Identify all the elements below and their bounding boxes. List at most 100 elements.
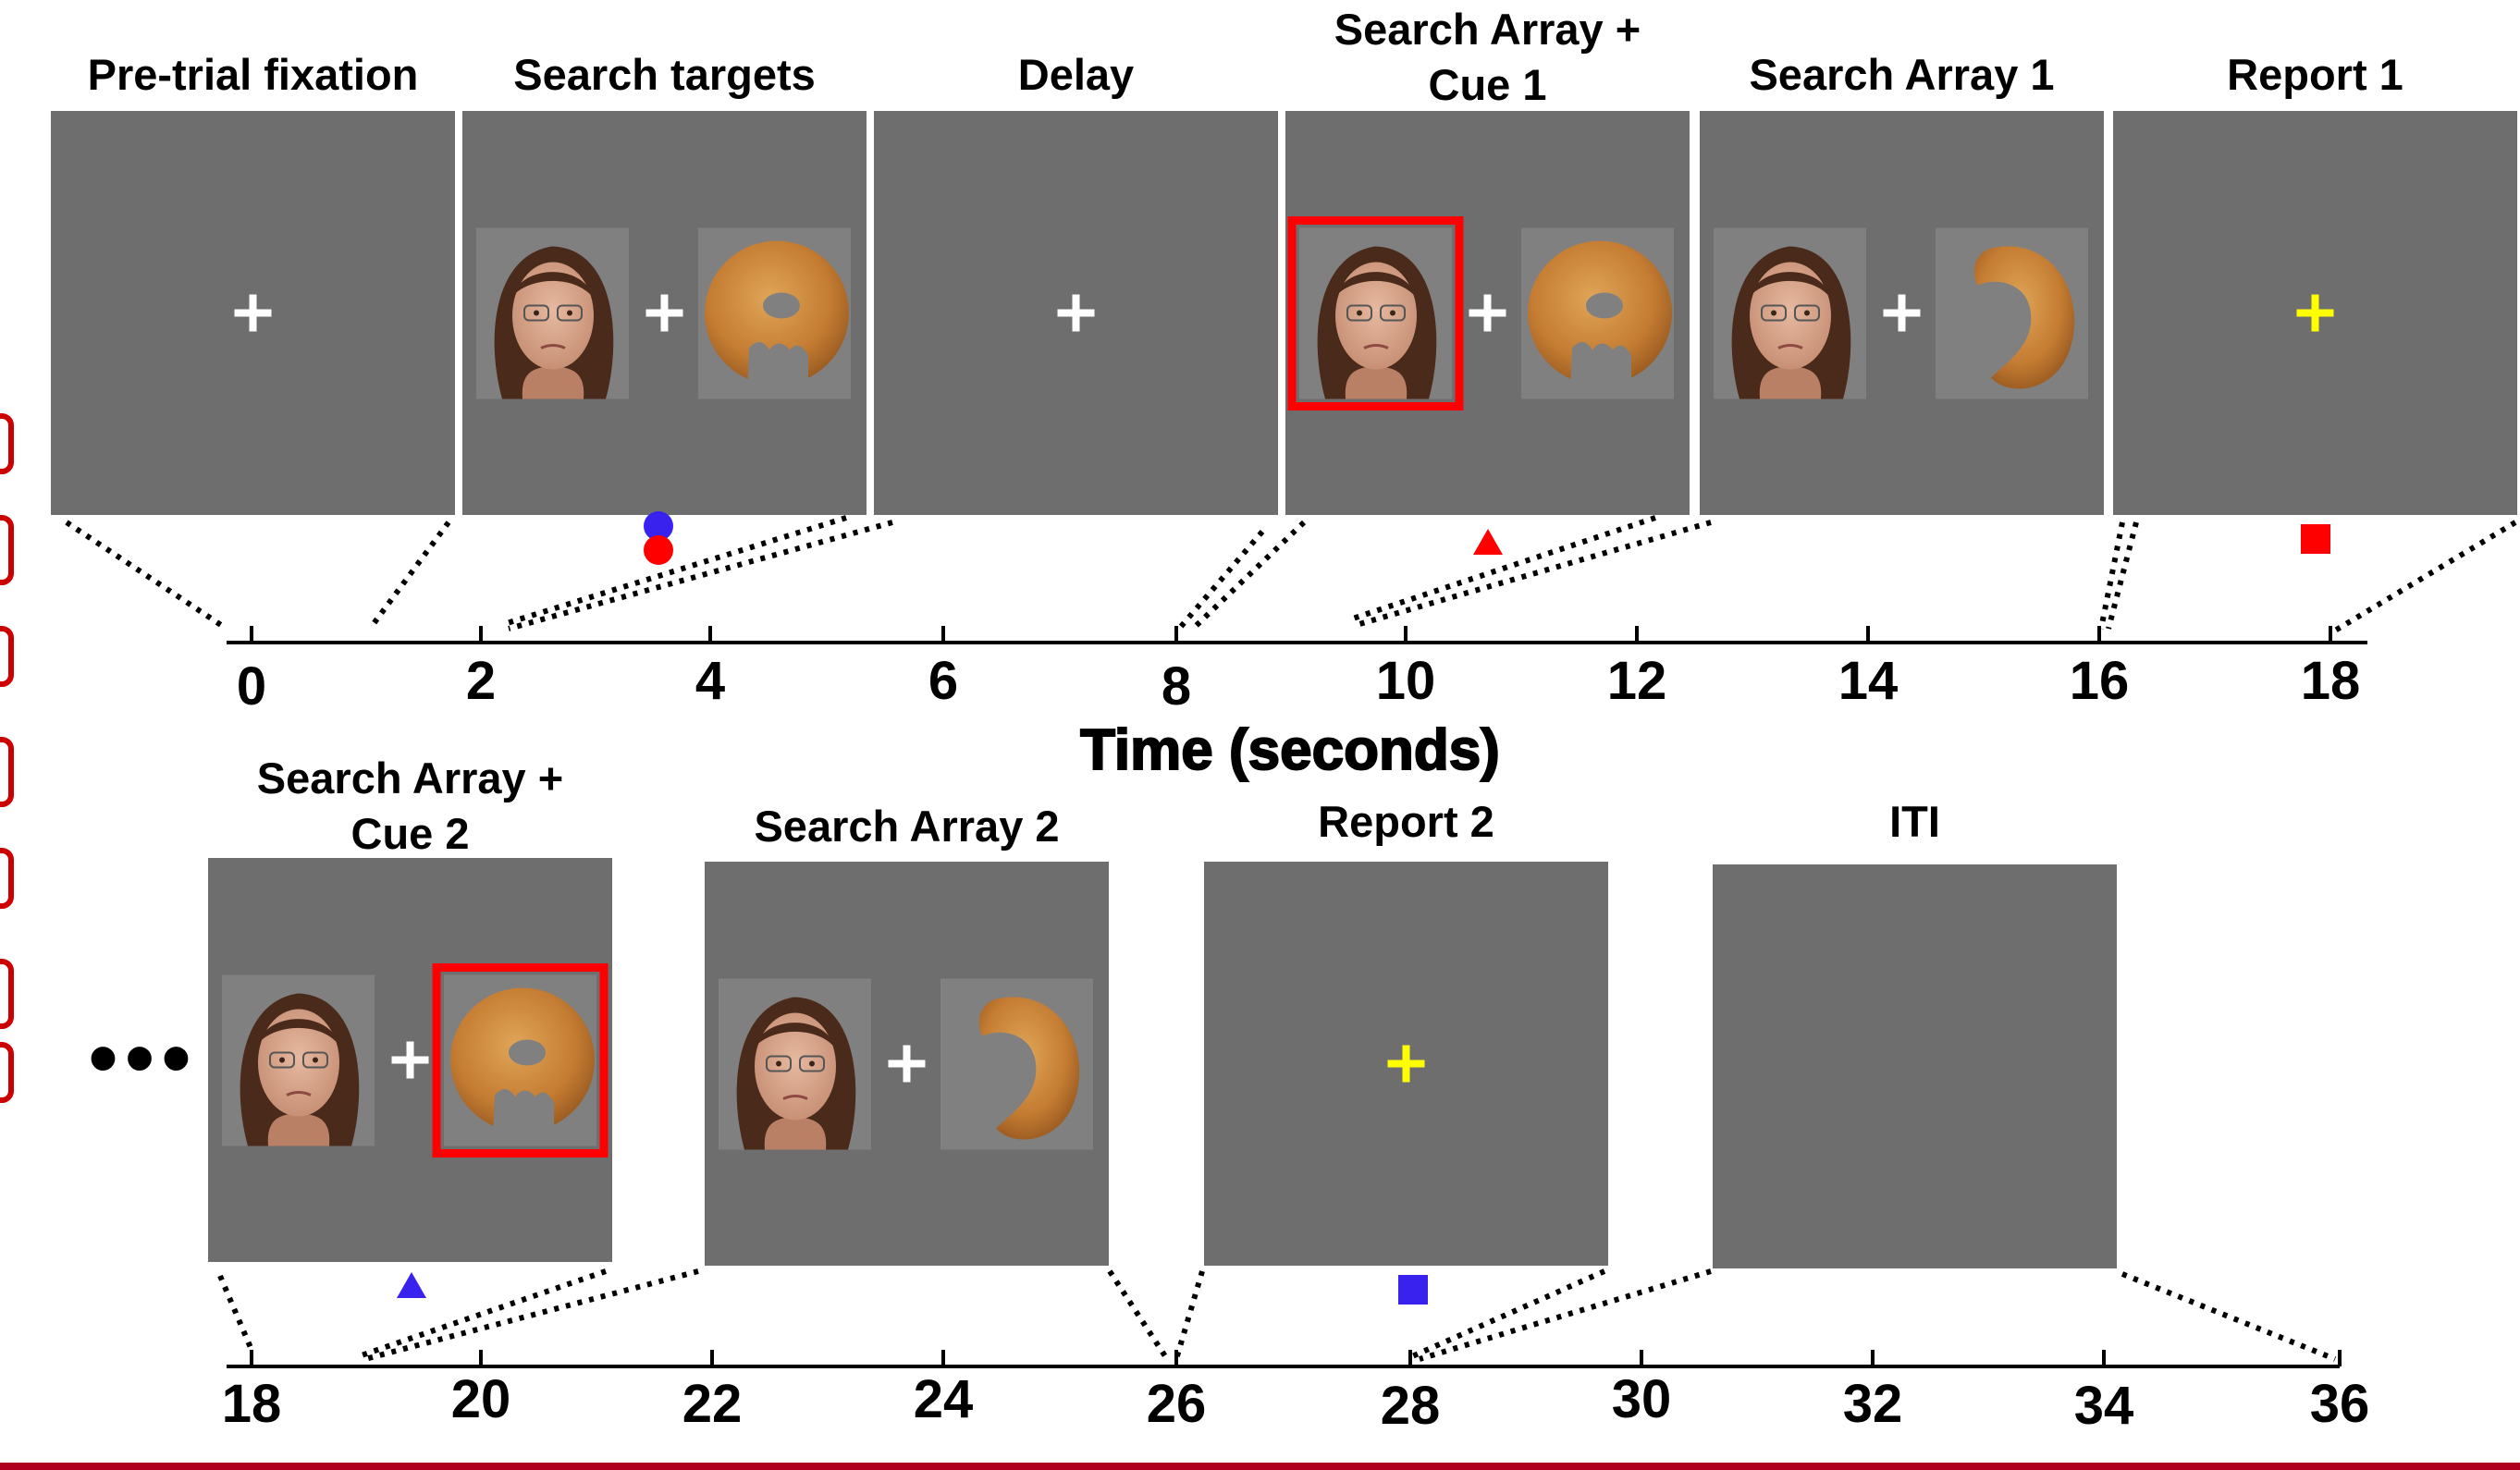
- conn-j: [2106, 521, 2139, 630]
- conn-o: [1107, 1269, 1170, 1361]
- time-axis-label: Time (seconds): [1080, 718, 1500, 782]
- bitten-bagel-image: [1936, 227, 2088, 399]
- face-eye-left: [776, 1060, 781, 1067]
- blue-dot-marker: [644, 511, 673, 541]
- face-fringe: [511, 272, 595, 300]
- stimulus-panel-top-3: [1285, 111, 1690, 515]
- panel-title-line: Pre-trial fixation: [88, 50, 419, 99]
- face-mouth: [1777, 344, 1803, 349]
- top_row-tick-label: 16: [2070, 651, 2130, 711]
- blue-triangle-marker: [397, 1272, 426, 1298]
- face-glasses-left: [766, 1055, 792, 1072]
- face-image: [719, 978, 871, 1150]
- face-mouth: [1363, 344, 1389, 349]
- conn-k: [2329, 520, 2517, 636]
- top_row-tick-label: 8: [1162, 656, 1191, 717]
- stimulus-panel-top-2: [874, 111, 1278, 515]
- bagel-image: [698, 227, 851, 399]
- top_row-tick-label: 0: [237, 656, 266, 717]
- face-image: [476, 227, 629, 399]
- face-fringe: [257, 1019, 340, 1047]
- stimulus-panel-bottom-1: [705, 862, 1109, 1266]
- side-glyph: [0, 515, 14, 585]
- conn-a: [65, 520, 228, 631]
- fixation-cross-v: [249, 294, 257, 332]
- face-skin: [258, 1009, 339, 1117]
- bagel-bite: [1570, 341, 1631, 393]
- panel-title-line: Delay: [1018, 50, 1134, 99]
- panel-title: Search targets: [513, 50, 816, 99]
- top_row-tick-label: 18: [2301, 651, 2361, 711]
- conn-m: [355, 1268, 607, 1360]
- bagel-hole: [1586, 292, 1623, 319]
- face-glasses-right: [1794, 304, 1820, 322]
- top_row-tick-label: 14: [1838, 651, 1899, 711]
- panel-title-line: Search Array +: [257, 753, 563, 802]
- face-fringe: [754, 1023, 837, 1051]
- face-eye-right: [809, 1060, 815, 1067]
- bagel-crescent: [1973, 246, 2075, 389]
- face-skin: [755, 1012, 836, 1121]
- face-eye-right: [313, 1057, 318, 1063]
- conn-e: [1176, 530, 1265, 631]
- bitten-bagel-image: [940, 978, 1093, 1150]
- bottom_row-tick-label: 36: [2310, 1374, 2370, 1434]
- panel-title-line: Report 1: [2227, 50, 2403, 99]
- fixation-cross-v: [1483, 294, 1492, 332]
- conn-c: [503, 515, 847, 627]
- side-glyph: [0, 737, 14, 807]
- fixation-cross-v: [1072, 294, 1080, 332]
- panel-title-line: Cue 1: [1429, 60, 1547, 109]
- face-mouth: [286, 1091, 312, 1096]
- blue-square-marker: [1398, 1275, 1428, 1305]
- stimulus-panel-top-0: [51, 111, 455, 515]
- stimulus-panel-top-5: [2113, 111, 2517, 515]
- panel-title-line: ITI: [1889, 797, 1940, 846]
- face-image: [1299, 227, 1452, 399]
- bagel-hole: [763, 292, 800, 319]
- top_row-tick-label: 12: [1607, 651, 1667, 711]
- ellipsis: •••: [89, 1012, 199, 1105]
- top_row-tick-label: 4: [695, 651, 725, 711]
- red-dot-marker: [644, 535, 673, 565]
- stimulus-panel-bottom-2: [1204, 862, 1608, 1266]
- bagel-bite: [493, 1088, 554, 1140]
- side-glyph: [0, 626, 14, 687]
- conn-p: [1174, 1270, 1205, 1360]
- face-neck: [1345, 366, 1408, 399]
- top_row-tick-label: 2: [466, 651, 496, 711]
- conn-b: [367, 521, 451, 631]
- side-glyph: [0, 848, 14, 909]
- fixation-cross-v: [1898, 294, 1906, 332]
- face-skin: [1335, 262, 1417, 370]
- bagel-image: [1521, 227, 1674, 399]
- stimulus-panel-bottom-0: [208, 858, 612, 1262]
- red-square-marker: [2301, 524, 2330, 554]
- bagel-hole: [509, 1039, 546, 1066]
- red-triangle-marker: [1473, 529, 1503, 555]
- panel-title: ITI: [1889, 797, 1940, 846]
- panel-title: Report 1: [2227, 50, 2403, 99]
- side-glyph: [0, 1042, 14, 1103]
- panel-title-line: Search Array 2: [754, 802, 1059, 851]
- panel-title: Pre-trial fixation: [88, 50, 419, 99]
- fixation-cross-v: [2311, 294, 2319, 332]
- bottom_row-tick-label: 30: [1612, 1369, 1672, 1429]
- face-eye-right: [1390, 310, 1395, 316]
- face-glasses-left: [523, 304, 549, 322]
- stimulus-panel-top-4: [1700, 111, 2104, 515]
- bottom_row-tick-label: 34: [2074, 1376, 2134, 1436]
- conn-q: [1408, 1268, 1606, 1360]
- face-skin: [1750, 262, 1831, 370]
- bagel-image: [444, 974, 596, 1146]
- face-neck: [764, 1117, 827, 1150]
- conn-s: [2120, 1271, 2337, 1362]
- bagel-bite: [747, 341, 808, 393]
- panel-title-line: Report 2: [1318, 797, 1494, 846]
- panel-title: Search Array + Cue 1: [1334, 5, 1641, 109]
- bottom_row-tick-label: 28: [1381, 1376, 1441, 1436]
- face-glasses-right: [1380, 304, 1406, 322]
- face-eye-left: [279, 1057, 285, 1063]
- fixation-cross-v: [406, 1041, 414, 1079]
